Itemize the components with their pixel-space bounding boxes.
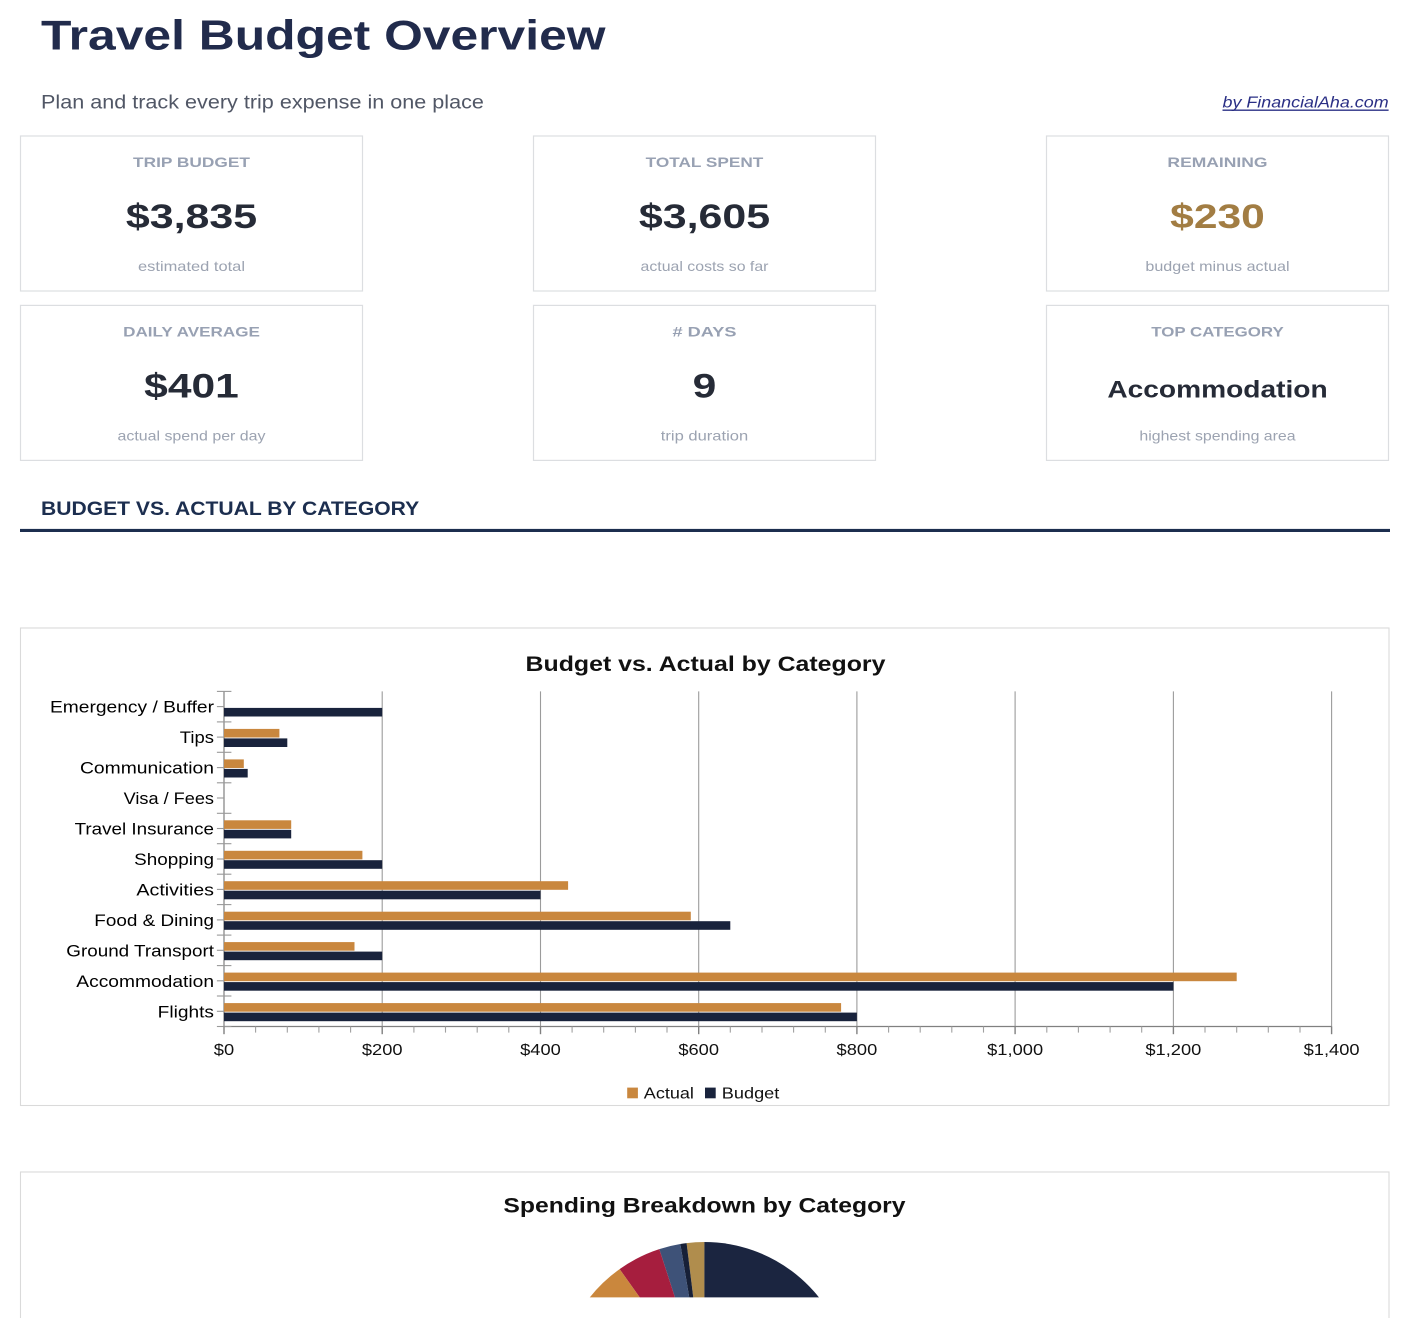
- svg-text:actual spend per day: actual spend per day: [118, 427, 266, 443]
- svg-text:highest spending area: highest spending area: [1139, 427, 1295, 443]
- svg-text:TOP CATEGORY: TOP CATEGORY: [1151, 324, 1284, 340]
- svg-text:trip duration: trip duration: [661, 427, 748, 443]
- svg-text:Travel Budget Overview: Travel Budget Overview: [41, 11, 606, 58]
- svg-text:TOTAL SPENT: TOTAL SPENT: [646, 154, 764, 170]
- svg-text:$800: $800: [837, 1042, 878, 1059]
- svg-text:$401: $401: [144, 367, 239, 405]
- svg-text:REMAINING: REMAINING: [1167, 154, 1267, 170]
- svg-text:Activities: Activities: [136, 881, 214, 900]
- svg-text:$600: $600: [678, 1042, 719, 1059]
- svg-text:budget minus actual: budget minus actual: [1145, 258, 1289, 274]
- svg-text:Budget vs. Actual by Category: Budget vs. Actual by Category: [526, 653, 886, 676]
- svg-text:BUDGET VS. ACTUAL BY CATEGORY: BUDGET VS. ACTUAL BY CATEGORY: [41, 499, 419, 520]
- svg-text:Emergency / Buffer: Emergency / Buffer: [50, 698, 214, 717]
- svg-text:Food & Dining: Food & Dining: [94, 911, 214, 930]
- svg-text:$200: $200: [362, 1042, 403, 1059]
- svg-text:$400: $400: [520, 1042, 561, 1059]
- svg-text:9: 9: [693, 367, 717, 405]
- svg-text:Budget: Budget: [722, 1086, 780, 1103]
- svg-text:$3,605: $3,605: [639, 198, 770, 236]
- svg-text:TRIP BUDGET: TRIP BUDGET: [133, 154, 250, 170]
- svg-text:Spending Breakdown by Category: Spending Breakdown by Category: [503, 1194, 905, 1217]
- svg-text:estimated total: estimated total: [138, 258, 245, 274]
- svg-text:Travel Insurance: Travel Insurance: [75, 820, 214, 839]
- svg-text:actual costs so far: actual costs so far: [641, 258, 769, 274]
- svg-text:by FinancialAha.com: by FinancialAha.com: [1223, 95, 1389, 112]
- svg-text:# DAYS: # DAYS: [673, 324, 737, 340]
- svg-text:Plan and track every trip expe: Plan and track every trip expense in one…: [41, 93, 484, 114]
- svg-text:Accommodation: Accommodation: [76, 972, 214, 991]
- svg-text:Flights: Flights: [158, 1002, 214, 1021]
- svg-text:Shopping: Shopping: [134, 850, 214, 869]
- svg-text:Communication: Communication: [80, 759, 214, 778]
- svg-text:$230: $230: [1170, 198, 1265, 236]
- svg-text:Visa / Fees: Visa / Fees: [124, 789, 214, 808]
- svg-text:Accommodation: Accommodation: [1107, 376, 1327, 403]
- svg-text:$3,835: $3,835: [126, 198, 257, 236]
- svg-text:$1,400: $1,400: [1304, 1042, 1360, 1059]
- svg-text:Tips: Tips: [180, 728, 214, 747]
- svg-text:$1,200: $1,200: [1145, 1042, 1201, 1059]
- svg-text:Actual: Actual: [644, 1086, 694, 1103]
- svg-text:Ground Transport: Ground Transport: [66, 941, 214, 960]
- svg-text:$0: $0: [214, 1042, 235, 1059]
- svg-text:$1,000: $1,000: [987, 1042, 1043, 1059]
- svg-text:DAILY AVERAGE: DAILY AVERAGE: [123, 324, 260, 340]
